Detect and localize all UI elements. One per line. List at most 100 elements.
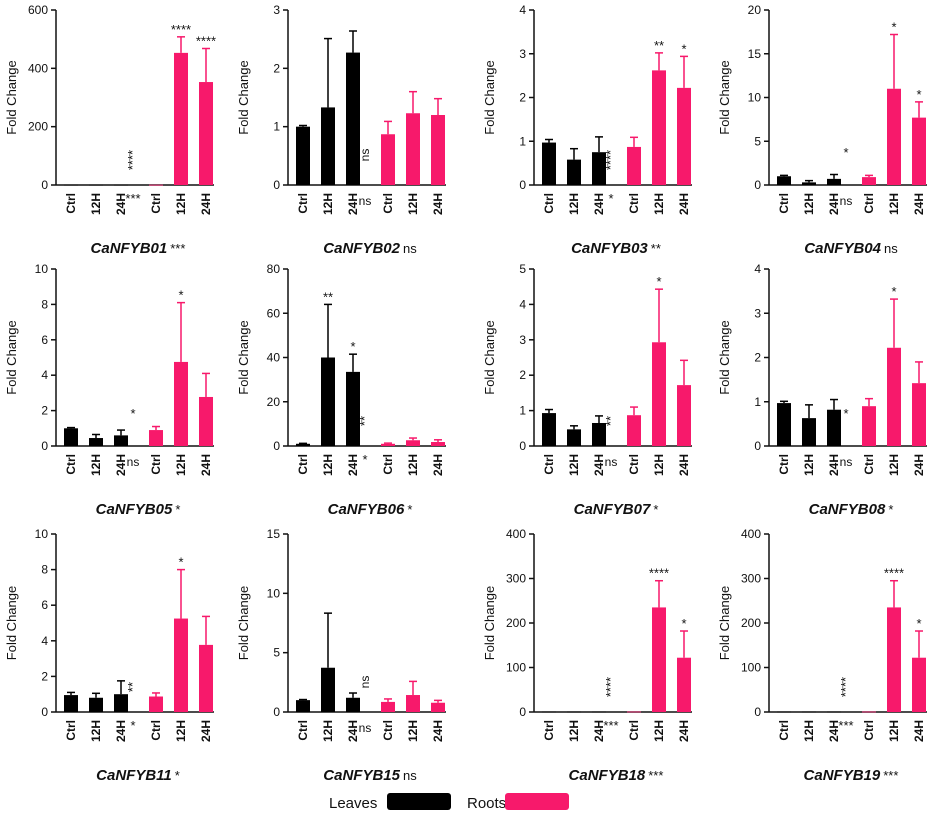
y-tick-label: 0: [754, 439, 761, 453]
y-tick-label: 100: [506, 661, 526, 675]
x-tick-label: 12H: [89, 720, 103, 742]
bar-significance: *: [178, 555, 183, 570]
x-tick-label: 24H: [346, 193, 360, 215]
x-tick-label: 24H: [592, 720, 606, 742]
y-tick-label: 1: [519, 134, 526, 148]
gene-title: CaNFYB02 ns: [323, 240, 417, 257]
x-tick-label: Ctrl: [149, 720, 163, 741]
x-tick-label: 12H: [89, 193, 103, 215]
bar: [149, 696, 163, 712]
x-tick-label: Ctrl: [862, 720, 876, 741]
bar-significance: ****: [171, 22, 191, 37]
bar: [887, 607, 901, 712]
x-tick-label: 24H: [592, 193, 606, 215]
bar-significance: *: [891, 20, 896, 35]
x-tick-label: 12H: [321, 193, 335, 215]
bar: [652, 70, 666, 185]
y-tick-label: 0: [519, 705, 526, 719]
root-significance: ns: [127, 455, 140, 469]
x-tick-label: Ctrl: [296, 193, 310, 214]
bar: [592, 422, 606, 446]
root-significance: *: [362, 452, 367, 467]
y-tick-label: 0: [41, 439, 48, 453]
gene-title: CaNFYB07 *: [574, 501, 659, 518]
y-tick-label: 5: [519, 262, 526, 276]
bar: [149, 430, 163, 446]
bar: [627, 711, 641, 713]
overall-significance: *: [175, 768, 180, 783]
bar: [114, 694, 128, 712]
gene-title: CaNFYB04 ns: [804, 240, 898, 257]
y-tick-label: 300: [741, 572, 761, 586]
root-significance: ns: [359, 194, 372, 208]
x-tick-label: 12H: [174, 454, 188, 476]
x-tick-label: Ctrl: [381, 193, 395, 214]
bar: [677, 87, 691, 185]
bar: [862, 406, 876, 446]
overall-significance: ***: [648, 768, 663, 783]
bar: [912, 657, 926, 712]
bar: [827, 178, 841, 185]
y-tick-label: 0: [273, 705, 280, 719]
x-tick-label: 24H: [114, 720, 128, 742]
x-tick-label: Ctrl: [862, 193, 876, 214]
bar: [592, 152, 606, 185]
bar: [652, 607, 666, 712]
overall-significance: ***: [883, 768, 898, 783]
bar: [777, 403, 791, 446]
y-tick-label: 6: [41, 598, 48, 612]
bar: [174, 618, 188, 712]
y-tick-label: 20: [748, 3, 762, 17]
gene-name: CaNFYB05: [96, 501, 173, 518]
gene-title: CaNFYB01 ***: [91, 240, 186, 257]
x-tick-label: Ctrl: [149, 193, 163, 214]
bar: [381, 701, 395, 712]
y-tick-label: 4: [519, 297, 526, 311]
gene-name: CaNFYB03: [571, 240, 648, 257]
panel-CaNFYB05: 0 2 4 6 8 10 Fold Change Ctrl 12H 24H Ctrl * 12H 24H *…: [4, 262, 214, 518]
x-tick-label: 12H: [887, 720, 901, 742]
y-axis-label: Fold Change: [4, 60, 19, 134]
leaf-significance: *: [130, 406, 135, 421]
leaf-significance: **: [125, 682, 140, 692]
gene-name: CaNFYB15: [323, 767, 400, 784]
y-tick-label: 0: [273, 439, 280, 453]
x-tick-label: 12H: [567, 454, 581, 476]
y-tick-label: 4: [754, 262, 761, 276]
root-significance: *: [130, 718, 135, 733]
y-axis-label: Fold Change: [4, 320, 19, 394]
overall-significance: ***: [170, 241, 185, 256]
panel-CaNFYB01: 0 200 400 600 Fold Change Ctrl 12H 24H Ctrl **** 1…: [4, 3, 216, 257]
leaf-significance: ****: [603, 150, 618, 170]
bar: [627, 146, 641, 185]
x-tick-label: 24H: [827, 193, 841, 215]
y-tick-label: 3: [519, 333, 526, 347]
bar: [346, 52, 360, 186]
bar: [592, 711, 606, 713]
bar: [862, 711, 876, 713]
x-tick-label: 12H: [887, 193, 901, 215]
bar: [887, 88, 901, 185]
leaf-significance: ****: [603, 677, 618, 697]
x-tick-label: 24H: [114, 454, 128, 476]
x-tick-label: Ctrl: [64, 720, 78, 741]
y-tick-label: 200: [506, 616, 526, 630]
gene-title: CaNFYB06 *: [328, 501, 413, 518]
x-tick-label: Ctrl: [296, 454, 310, 475]
gene-name: CaNFYB01: [91, 240, 168, 257]
gene-title: CaNFYB18 ***: [569, 767, 664, 784]
x-tick-label: 24H: [114, 193, 128, 215]
bar: [346, 697, 360, 712]
leaf-significance: **: [603, 416, 618, 426]
y-axis-label: Fold Change: [717, 586, 732, 660]
y-tick-label: 3: [273, 3, 280, 17]
overall-significance: *: [653, 502, 658, 517]
x-tick-label: Ctrl: [627, 720, 641, 741]
bar-significance: **: [654, 38, 664, 53]
bar: [827, 409, 841, 446]
overall-significance: *: [175, 502, 180, 517]
x-tick-label: Ctrl: [542, 720, 556, 741]
y-tick-label: 5: [754, 134, 761, 148]
